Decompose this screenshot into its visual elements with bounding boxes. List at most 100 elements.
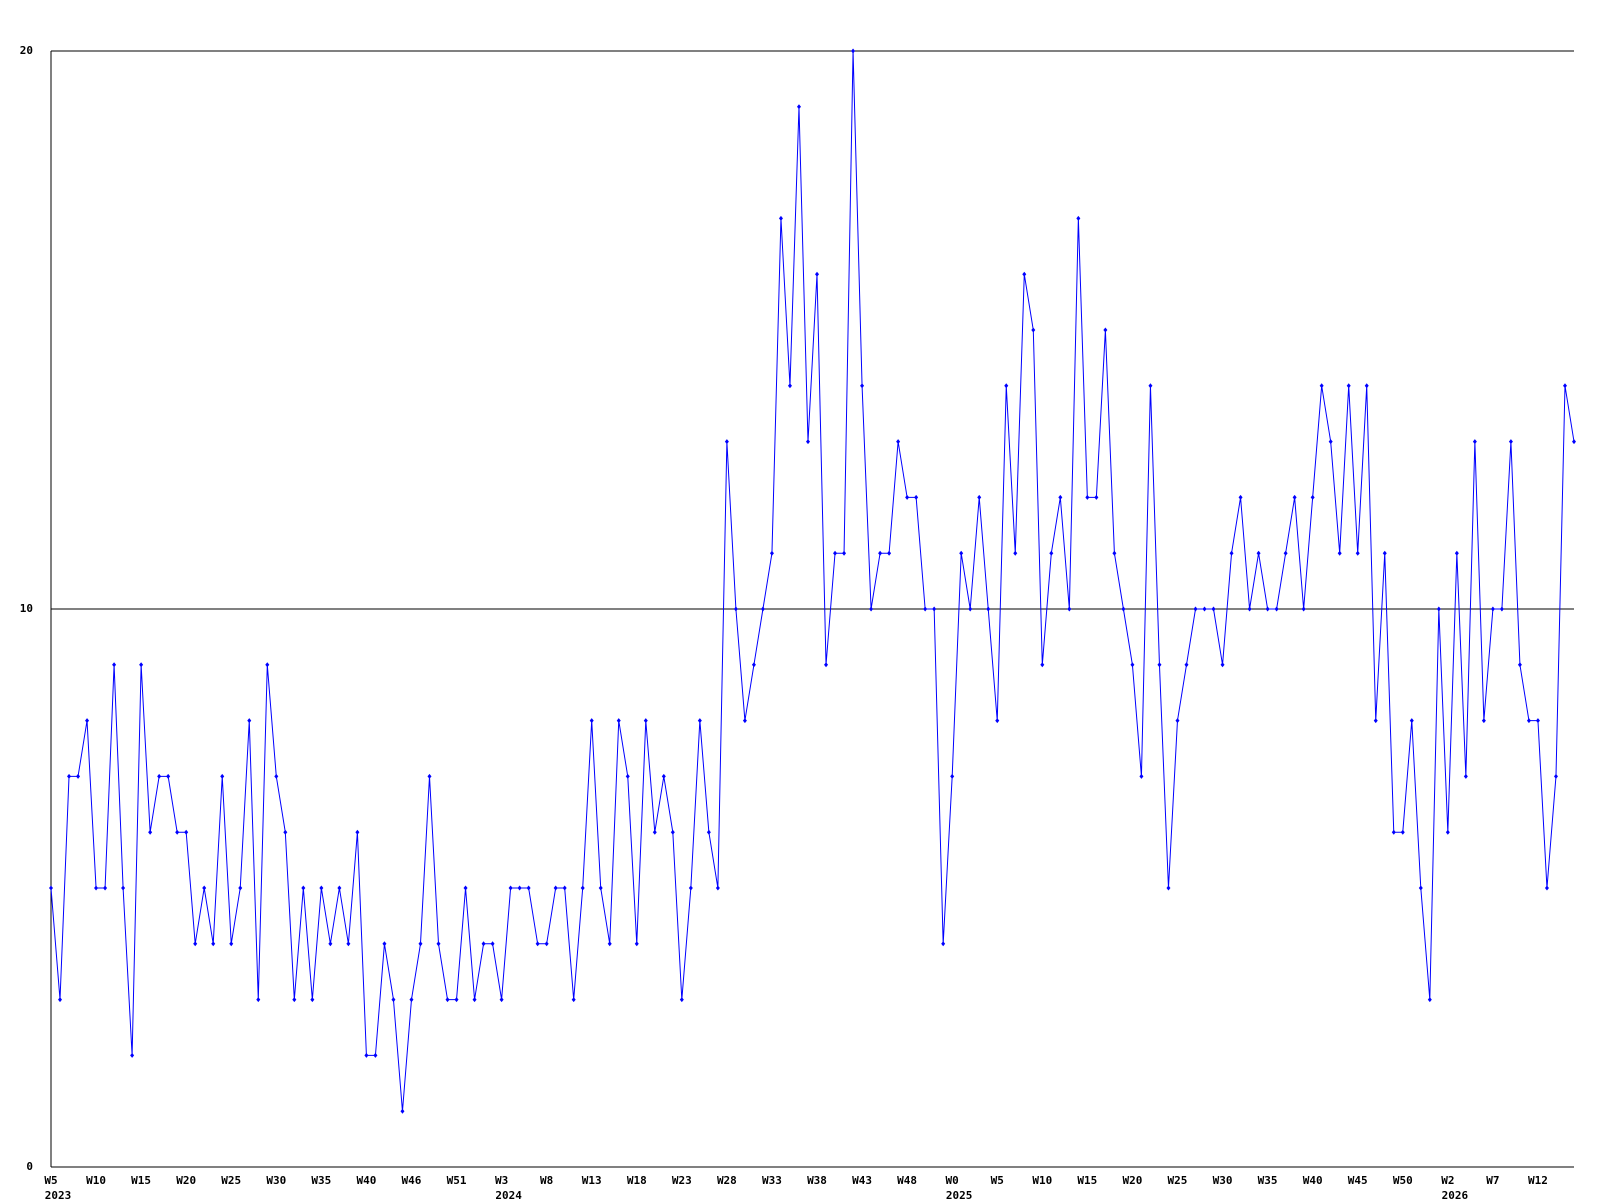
data-point	[986, 606, 991, 612]
data-point	[769, 550, 774, 556]
x-tick-label: W40	[1303, 1174, 1323, 1187]
data-point	[1274, 606, 1279, 612]
data-point	[1508, 439, 1513, 445]
data-point	[193, 941, 198, 947]
data-point	[1058, 494, 1063, 500]
data-point	[932, 606, 937, 612]
x-tick-label: W10	[1032, 1174, 1052, 1187]
data-point	[1283, 550, 1288, 556]
data-point	[634, 941, 639, 947]
x-tick-label: W2	[1441, 1174, 1454, 1187]
data-point	[1220, 662, 1225, 668]
x-tick-label: W50	[1393, 1174, 1413, 1187]
data-point	[418, 941, 423, 947]
data-point	[49, 885, 53, 891]
data-point	[1094, 494, 1099, 500]
data-point	[715, 885, 720, 891]
data-point	[1490, 606, 1495, 612]
data-point	[1076, 215, 1081, 221]
data-point	[697, 718, 702, 724]
data-point	[616, 718, 621, 724]
data-point	[706, 829, 711, 835]
data-point	[1526, 718, 1531, 724]
x-tick-label: W23	[672, 1174, 692, 1187]
data-point	[472, 997, 477, 1003]
data-point	[1238, 494, 1243, 500]
x-tick-label: W12	[1528, 1174, 1548, 1187]
data-point	[896, 439, 901, 445]
data-point	[851, 48, 856, 54]
data-point	[923, 606, 928, 612]
data-point	[247, 718, 252, 724]
data-point	[1364, 383, 1369, 389]
data-point	[436, 941, 441, 947]
data-point	[824, 662, 829, 668]
data-point	[157, 773, 162, 779]
data-point	[1247, 606, 1252, 612]
data-point	[517, 885, 522, 891]
x-tick-label: W20	[1122, 1174, 1142, 1187]
x-tick-label: W38	[807, 1174, 827, 1187]
data-point	[1112, 550, 1117, 556]
x-tick-label: 2026	[1442, 1189, 1469, 1200]
data-point	[571, 997, 576, 1003]
data-point	[661, 773, 666, 779]
data-point	[94, 885, 99, 891]
data-point	[526, 885, 531, 891]
data-point	[1337, 550, 1342, 556]
data-point	[1562, 383, 1567, 389]
data-point	[1211, 606, 1216, 612]
data-point	[373, 1052, 378, 1058]
x-tick-label: W15	[131, 1174, 151, 1187]
data-point	[1085, 494, 1090, 500]
data-point	[995, 718, 1000, 724]
data-point	[1022, 271, 1027, 277]
data-point	[1472, 439, 1477, 445]
data-point	[139, 662, 144, 668]
x-tick-label: W40	[356, 1174, 376, 1187]
data-point	[742, 718, 747, 724]
data-point	[220, 773, 225, 779]
data-point	[1310, 494, 1315, 500]
data-point	[184, 829, 189, 835]
data-point	[445, 997, 450, 1003]
x-tick-label: W13	[582, 1174, 602, 1187]
x-tick-label: W25	[1168, 1174, 1188, 1187]
data-point	[977, 494, 982, 500]
data-point	[1553, 773, 1558, 779]
data-point	[1328, 439, 1333, 445]
x-tick-label: W30	[266, 1174, 286, 1187]
x-tick-label: W48	[897, 1174, 917, 1187]
data-point	[598, 885, 603, 891]
data-point	[310, 997, 315, 1003]
x-tick-label: W30	[1213, 1174, 1233, 1187]
data-point	[562, 885, 567, 891]
data-point	[1004, 383, 1009, 389]
x-tick-label: W10	[86, 1174, 106, 1187]
data-point	[1319, 383, 1324, 389]
data-point	[463, 885, 468, 891]
x-tick-label: W5	[44, 1174, 57, 1187]
data-point	[1572, 439, 1576, 445]
data-point	[166, 773, 171, 779]
data-point	[229, 941, 234, 947]
data-point	[778, 215, 783, 221]
data-point	[1031, 327, 1036, 333]
x-tick-label: W46	[402, 1174, 422, 1187]
data-point	[589, 718, 594, 724]
data-point	[941, 941, 946, 947]
x-tick-label: W35	[1258, 1174, 1278, 1187]
data-point	[959, 550, 964, 556]
data-point	[1184, 662, 1189, 668]
data-point	[1373, 718, 1378, 724]
x-tick-label: W15	[1077, 1174, 1097, 1187]
data-point	[1202, 606, 1207, 612]
data-point	[1148, 383, 1153, 389]
x-tick-label: W25	[221, 1174, 241, 1187]
data-point	[878, 550, 883, 556]
x-tick-label: W18	[627, 1174, 647, 1187]
data-point	[1175, 718, 1180, 724]
data-point	[679, 997, 684, 1003]
data-point	[1391, 829, 1396, 835]
data-point	[914, 494, 919, 500]
